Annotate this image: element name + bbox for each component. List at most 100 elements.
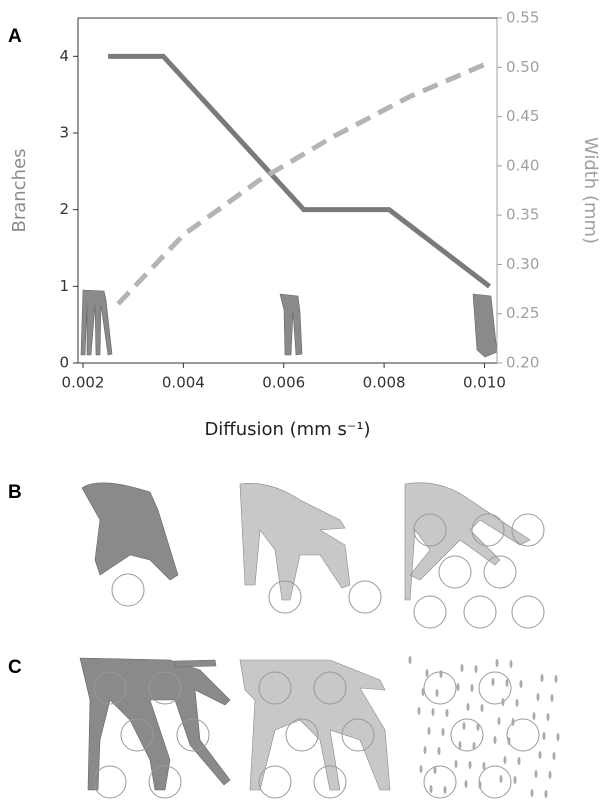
- y2-tick-label: 0.35: [506, 206, 539, 224]
- obstacle: [463, 595, 497, 629]
- obstacle: [413, 595, 447, 629]
- fragment: [439, 670, 443, 678]
- fragment: [464, 780, 468, 788]
- obstacle: [450, 718, 484, 752]
- obstacle: [176, 718, 210, 752]
- fragment: [431, 708, 435, 716]
- y-tick-label: 2: [59, 200, 69, 218]
- obstacle: [506, 718, 540, 752]
- fragment: [546, 713, 550, 721]
- fragment: [548, 771, 552, 779]
- thumbnails: [80, 289, 498, 358]
- fragment: [550, 694, 554, 702]
- obstacle: [258, 671, 292, 705]
- obstacle: [478, 671, 512, 705]
- fragment: [517, 757, 521, 765]
- fragment: [425, 669, 429, 677]
- obstacle: [511, 513, 545, 547]
- fragment: [536, 693, 540, 701]
- fragment: [534, 770, 538, 778]
- y-axis-label: Branches: [9, 149, 30, 233]
- fragment: [554, 675, 558, 683]
- obstacle: [120, 718, 154, 752]
- x-tick-label: 0.002: [62, 374, 105, 392]
- series-line: [108, 53, 491, 289]
- obstacle: [268, 580, 302, 614]
- fragment: [556, 733, 560, 741]
- y-tick-label: 1: [59, 277, 69, 295]
- y-tick-label: 4: [59, 47, 69, 65]
- fragment: [540, 674, 544, 682]
- fragment: [437, 747, 441, 755]
- fragment: [441, 728, 445, 736]
- obstacle: [93, 765, 127, 799]
- fragment: [503, 756, 507, 764]
- y2-tick-label: 0.40: [506, 156, 539, 174]
- x-tick-label: 0.004: [162, 374, 205, 392]
- x-tick-label: 0.006: [262, 374, 305, 392]
- y2-tick-label: 0.55: [506, 9, 539, 27]
- x-tick-label: 0.010: [463, 374, 506, 392]
- fragment: [519, 680, 523, 688]
- fragment: [429, 785, 433, 793]
- fragment: [509, 660, 513, 668]
- fragment: [507, 737, 511, 745]
- x-axis-label: Diffusion (mm s⁻¹): [204, 419, 370, 440]
- fragment: [417, 707, 421, 715]
- y-tick-label: 0: [59, 354, 69, 372]
- obstacle: [348, 580, 382, 614]
- obstacle: [148, 765, 182, 799]
- y2-tick-label: 0.25: [506, 304, 539, 322]
- panel-label: A: [8, 26, 22, 47]
- fragment: [515, 699, 519, 707]
- y2-tick-label: 0.45: [506, 107, 539, 125]
- fragment: [433, 766, 437, 774]
- y-tick-label: 3: [59, 124, 69, 142]
- fragment: [470, 684, 474, 692]
- fragment: [495, 659, 499, 667]
- fragment: [466, 703, 470, 711]
- fragment: [419, 765, 423, 773]
- fragment: [476, 723, 480, 731]
- obstacle: [478, 765, 512, 799]
- obstacle: [313, 765, 347, 799]
- y2-axis-label: Width (mm): [580, 137, 601, 244]
- fragment: [530, 789, 534, 797]
- fragment: [460, 664, 464, 672]
- obstacle: [285, 718, 319, 752]
- fragment: [427, 727, 431, 735]
- obstacle: [148, 671, 182, 705]
- fragment: [423, 746, 427, 754]
- panel-label: B: [8, 482, 22, 503]
- x-tick-label: 0.008: [363, 374, 406, 392]
- fragment: [542, 732, 546, 740]
- fragment: [443, 786, 447, 794]
- fragment: [499, 775, 503, 783]
- obstacle: [438, 555, 472, 589]
- fragment: [462, 722, 466, 730]
- panel-label: C: [8, 657, 22, 678]
- obstacle: [111, 573, 145, 607]
- panels: [79, 482, 560, 799]
- fragment: [468, 761, 472, 769]
- obstacle: [413, 513, 447, 547]
- obstacle: [423, 765, 457, 799]
- obstacle: [471, 513, 505, 547]
- fragment: [421, 688, 425, 696]
- fragment: [544, 790, 548, 798]
- fragment: [538, 751, 542, 759]
- fragment: [458, 741, 462, 749]
- fragment: [456, 683, 460, 691]
- fragment: [552, 752, 556, 760]
- fragment: [478, 781, 482, 789]
- fragment: [497, 717, 501, 725]
- obstacle: [483, 555, 517, 589]
- series-line: [116, 60, 491, 306]
- fragment: [454, 760, 458, 768]
- y2-tick-label: 0.30: [506, 255, 539, 273]
- fragment: [493, 736, 497, 744]
- fragment: [408, 656, 412, 664]
- y2-tick-label: 0.20: [506, 354, 539, 372]
- fragment: [482, 762, 486, 770]
- obstacle: [313, 671, 347, 705]
